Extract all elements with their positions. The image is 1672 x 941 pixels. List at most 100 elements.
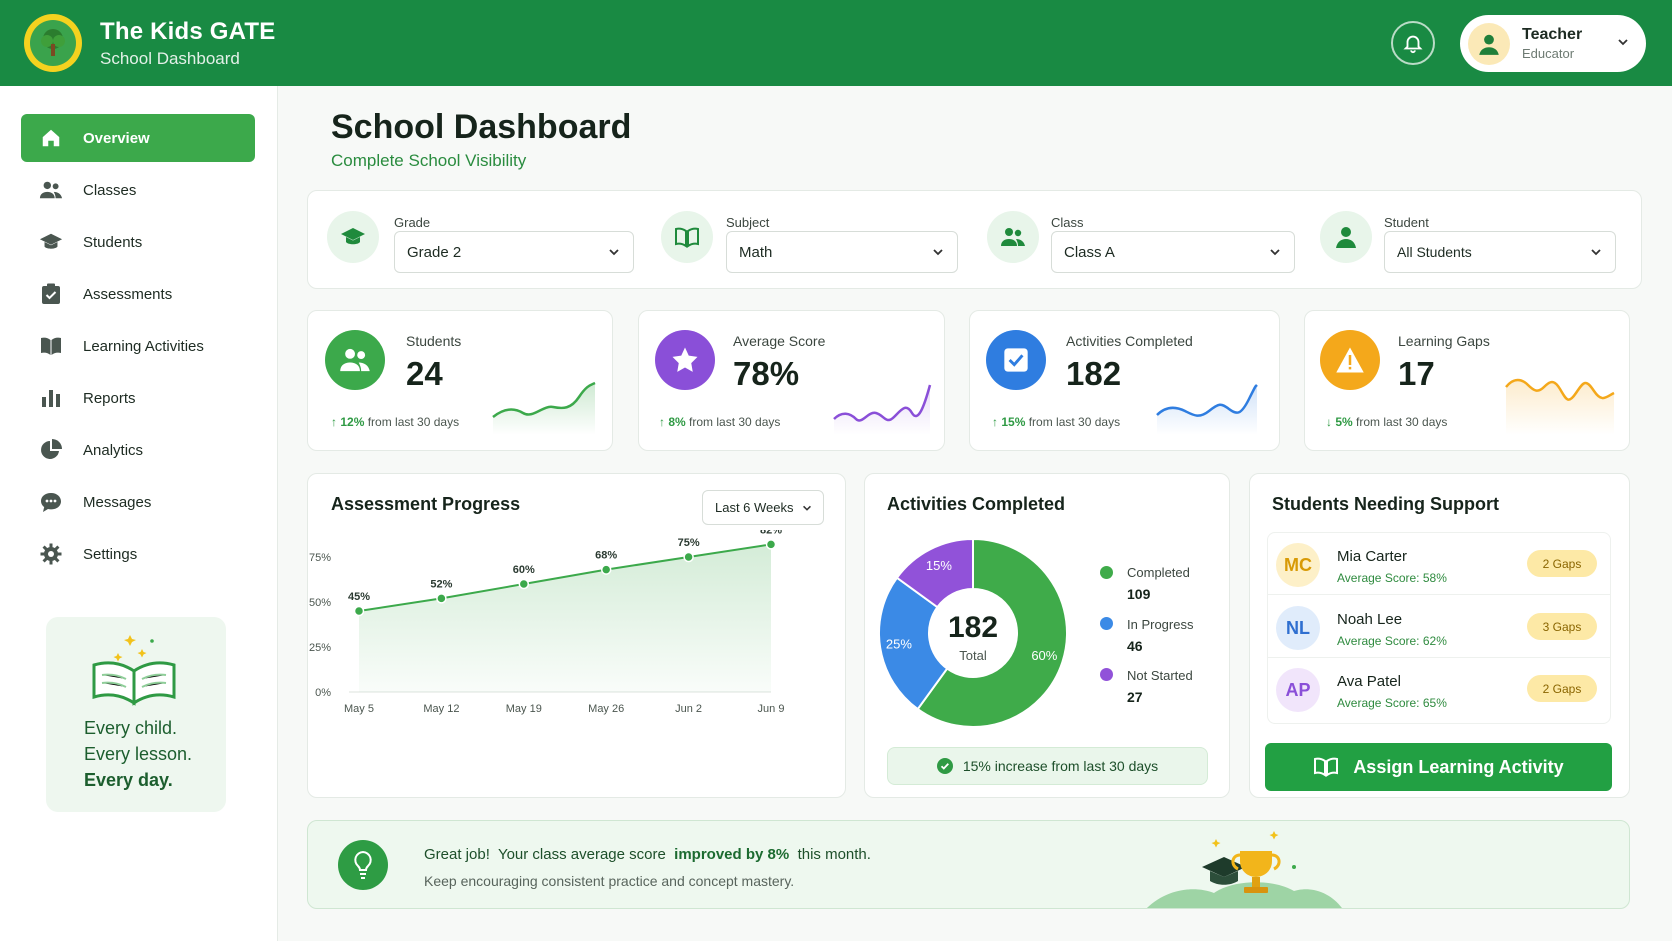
sidebar-item-reports[interactable]: Reports xyxy=(21,374,255,422)
clipboard-check-icon xyxy=(39,282,63,306)
sidebar-item-label: Assessments xyxy=(83,285,173,303)
grade-select[interactable]: Grade 2 xyxy=(394,231,634,273)
sidebar-item-learning-activities[interactable]: Learning Activities xyxy=(21,322,255,370)
slice-label: 25% xyxy=(886,637,912,652)
data-label: 82% xyxy=(760,530,782,536)
brand-subtitle: School Dashboard xyxy=(100,48,240,68)
support-row-noah[interactable]: NL Noah Lee Average Score: 62% 3 Gaps xyxy=(1267,596,1611,658)
book-icon xyxy=(661,211,713,263)
chat-icon xyxy=(39,490,63,514)
student-name: Noah Lee xyxy=(1337,611,1403,628)
sidebar-item-settings[interactable]: Settings xyxy=(21,530,255,578)
promo-line-2: Every lesson. xyxy=(84,744,193,764)
graduation-cap-icon xyxy=(39,230,63,254)
sidebar-item-overview[interactable]: Overview xyxy=(21,114,255,162)
stat-value: 24 xyxy=(406,355,443,392)
student-select[interactable]: All Students xyxy=(1384,231,1616,273)
legend-name: In Progress xyxy=(1127,617,1194,632)
graduation-cap-icon xyxy=(327,211,379,263)
class-value: Class A xyxy=(1064,243,1115,261)
x-tick-label: Jun 9 xyxy=(758,703,785,715)
slice-label: 15% xyxy=(926,558,952,573)
chevron-down-icon xyxy=(1591,249,1601,256)
student-name: Ava Patel xyxy=(1337,673,1401,690)
arrow-down-icon: ↓ xyxy=(1326,415,1332,429)
sidebar-item-classes[interactable]: Classes xyxy=(21,166,255,214)
legend-name: Not Started xyxy=(1127,668,1193,683)
class-select[interactable]: Class A xyxy=(1051,231,1295,273)
sidebar-item-assessments[interactable]: Assessments xyxy=(21,270,255,318)
arrow-up-icon: ↑ xyxy=(331,415,337,429)
notifications-button[interactable] xyxy=(1391,21,1435,65)
sidebar-item-label: Reports xyxy=(83,389,136,407)
checkbox-icon xyxy=(986,330,1046,390)
promo-card: Every child. Every lesson. Every day. xyxy=(46,617,226,812)
data-point xyxy=(600,564,612,575)
y-tick-label: 75% xyxy=(309,552,331,564)
support-title: Students Needing Support xyxy=(1272,494,1499,514)
data-point xyxy=(518,578,530,590)
brand-title: The Kids GATE xyxy=(100,17,276,45)
stat-card-average-score: Average Score 78% ↑ 8% from last 30 days xyxy=(638,310,945,451)
support-list xyxy=(1267,532,1611,724)
support-row-mia[interactable]: MC Mia Carter Average Score: 58% 2 Gaps xyxy=(1267,533,1611,595)
sidebar-item-messages[interactable]: Messages xyxy=(21,478,255,526)
filter-label-grade: Grade xyxy=(394,215,431,230)
page-title: School Dashboard xyxy=(331,108,632,146)
sidebar-item-label: Learning Activities xyxy=(83,337,204,355)
activities-note-text: 15% increase from last 30 days xyxy=(962,758,1159,774)
x-tick-label: May 5 xyxy=(344,703,374,715)
avatar xyxy=(1468,22,1510,65)
sidebar-item-students[interactable]: Students xyxy=(21,218,255,266)
user-name: Teacher xyxy=(1522,26,1583,43)
avatar: NL xyxy=(1276,606,1320,650)
sparkline xyxy=(833,384,932,435)
x-tick-label: May 12 xyxy=(423,703,459,715)
chevron-down-icon xyxy=(609,249,619,256)
data-label: 45% xyxy=(348,591,370,603)
stat-value: 182 xyxy=(1066,355,1122,392)
series-line xyxy=(358,543,772,612)
range-select[interactable]: Last 6 Weeks xyxy=(702,490,824,525)
people-icon xyxy=(39,178,63,202)
people-icon xyxy=(987,211,1039,263)
student-name: Mia Carter xyxy=(1337,548,1408,565)
student-score: Average Score: 65% xyxy=(1337,696,1447,710)
school-logo xyxy=(24,14,82,72)
x-tick-label: May 26 xyxy=(588,703,624,715)
assign-learning-activity-button[interactable]: Assign Learning Activity xyxy=(1265,743,1612,791)
avatar: MC xyxy=(1276,543,1320,587)
student-score: Average Score: 62% xyxy=(1337,634,1447,648)
data-point xyxy=(353,605,365,617)
donut-slice xyxy=(916,537,1068,728)
user-role: Educator xyxy=(1522,46,1575,61)
person-icon xyxy=(1479,34,1499,55)
donut-total: 182 xyxy=(947,611,999,644)
sidebar-item-analytics[interactable]: Analytics xyxy=(21,426,255,474)
data-label: 60% xyxy=(513,564,535,576)
user-menu[interactable]: Teacher Educator xyxy=(1460,15,1646,72)
encouragement-banner: Great job! Your class average score impr… xyxy=(307,820,1630,909)
chevron-down-icon xyxy=(803,505,811,511)
data-label: 52% xyxy=(430,578,452,590)
filters-card: Grade Grade 2 Subject Math Class Class A… xyxy=(307,190,1642,289)
sidebar-item-label: Settings xyxy=(83,545,138,563)
slice-label: 60% xyxy=(1031,648,1057,663)
banner-message: Great job! Your class average score impr… xyxy=(424,846,871,863)
series-area xyxy=(359,544,771,692)
book-icon xyxy=(39,334,63,358)
sidebar-item-label: Messages xyxy=(83,493,152,511)
subject-select[interactable]: Math xyxy=(726,231,958,273)
check-circle-icon xyxy=(936,758,953,774)
donut-total-label: Total xyxy=(959,648,987,663)
trophy-illustration xyxy=(1147,831,1342,908)
range-value: Last 6 Weeks xyxy=(715,500,794,515)
y-tick-label: 0% xyxy=(315,687,331,699)
data-point xyxy=(765,539,777,550)
support-row-ava[interactable]: AP Ava Patel Average Score: 65% 2 Gaps xyxy=(1267,658,1611,720)
sparkline xyxy=(1156,384,1258,435)
assessment-title: Assessment Progress xyxy=(331,494,521,514)
warning-icon xyxy=(1320,330,1380,390)
student-score: Average Score: 58% xyxy=(1337,571,1447,585)
